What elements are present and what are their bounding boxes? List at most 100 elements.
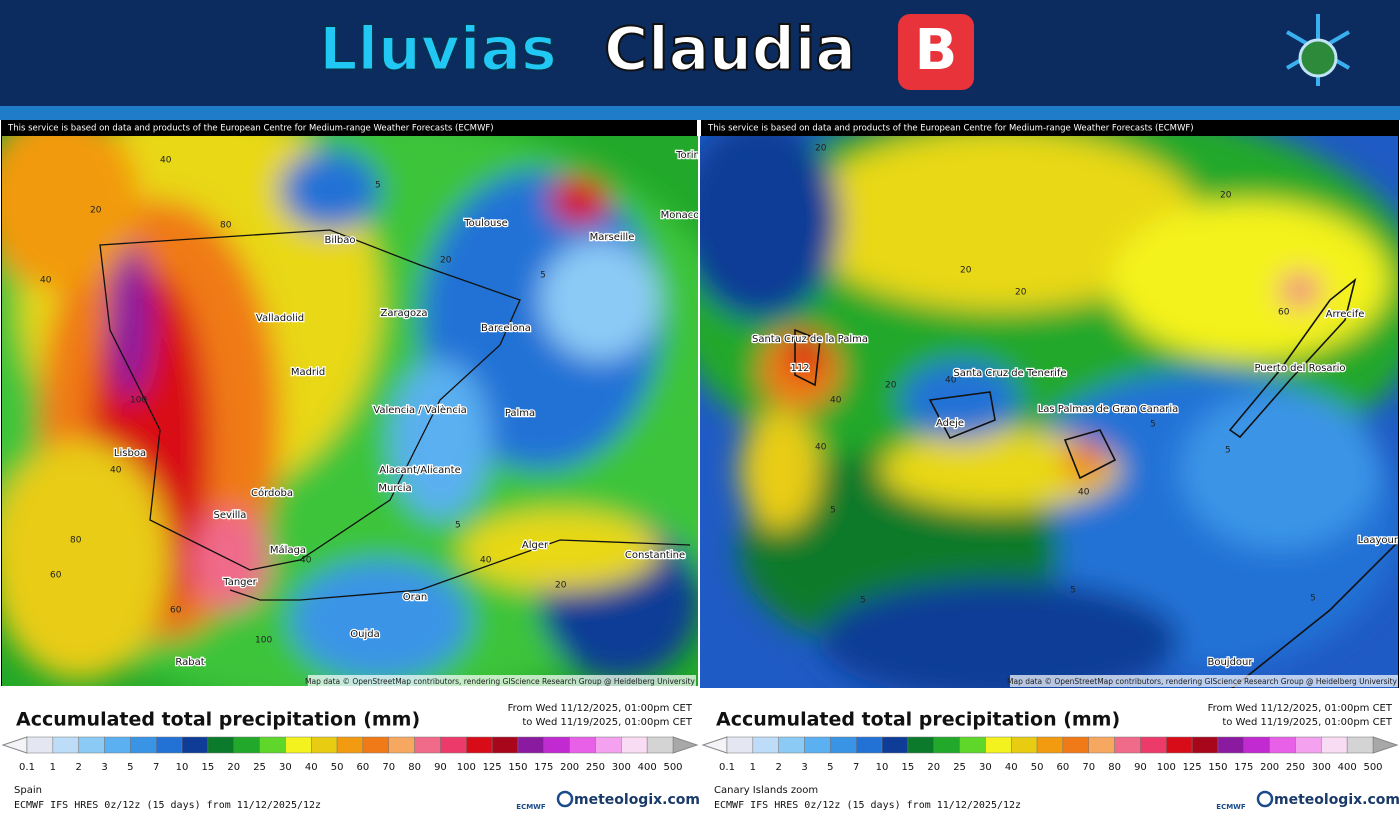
scale-swatch [726, 736, 754, 754]
scale-swatch [491, 736, 519, 754]
scale-swatch [155, 736, 183, 754]
scale-swatch [595, 736, 622, 754]
precip-area [820, 580, 1180, 688]
contour-label: 5 [540, 271, 546, 281]
scale-tick-label: 1 [50, 762, 56, 773]
scale-tick-label: 50 [331, 762, 344, 773]
place-label: Barcelona [481, 323, 531, 334]
place-label: Adeje [936, 418, 964, 429]
contour-label: 40 [1078, 488, 1090, 498]
place-label: Arrecife [1326, 309, 1365, 320]
scale-swatch [646, 736, 674, 754]
model-info: ECMWF IFS HRES 0z/12z (15 days) from 11/… [14, 800, 321, 811]
brand-icon [556, 790, 574, 808]
scale-tick-label: 80 [408, 762, 421, 773]
attribution: Map data © OpenStreetMap contributors, r… [305, 677, 696, 686]
contour-label: 20 [885, 381, 897, 391]
scale-swatch [362, 736, 390, 754]
attribution-bg [1010, 675, 1398, 687]
region: Canary Islands zoom [714, 785, 818, 796]
place-label: Valladolid [256, 313, 304, 324]
scale-swatch [830, 736, 857, 754]
scale-swatch [778, 736, 805, 754]
place-label: Córdoba [251, 487, 293, 499]
contour-label: 40 [110, 466, 122, 476]
coastline [794, 277, 1398, 688]
precip-area [740, 410, 820, 530]
scale-swatch [1217, 736, 1245, 754]
coastline [99, 229, 691, 601]
scale-tick-label: 40 [305, 762, 318, 773]
scale-swatch [621, 736, 648, 754]
scale-tick-label: 175 [1234, 762, 1253, 773]
precip-area [2, 440, 170, 680]
place-label: Constantine [625, 550, 685, 561]
scale-swatch [388, 736, 415, 754]
place-label: Santa Cruz de la Palma [752, 334, 868, 345]
scale-tick-label: 125 [483, 762, 502, 773]
scale-swatch [1191, 736, 1219, 754]
place-label: Murcia [378, 483, 411, 494]
precip-area [540, 240, 660, 360]
scale-tick-label: 10 [876, 762, 889, 773]
scale-tick-label: 500 [1363, 762, 1382, 773]
scale-tick-label: 7 [853, 762, 859, 773]
map-panel: 20 40 20 60 5 20 40 5 40 20 5 5 20 40 5 5 Santa Cruz de … [700, 120, 1400, 811]
scale-swatch [414, 736, 441, 754]
scale-tick-label: 0.1 [719, 762, 735, 773]
scale-arrow-right [1372, 736, 1399, 754]
scale-swatch [1346, 736, 1374, 754]
contour-label: 5 [860, 596, 866, 606]
scale-swatch [1114, 736, 1141, 754]
map-area: 40 20 40 80 100 40 5 5 20 60 80 40 5 100 20 40 60 Bilbao T… [2, 136, 700, 686]
precip-area [1110, 200, 1390, 360]
precip-field [700, 136, 1398, 688]
place-label: Bilbao [324, 235, 355, 246]
brand-icon [1256, 790, 1274, 808]
scale-swatch [569, 736, 596, 754]
scale-swatch [855, 736, 883, 754]
scale-tick-label: 5 [127, 762, 133, 773]
scale-swatch [543, 736, 570, 754]
place-label: Monaco [661, 210, 700, 221]
place-label: Rabat [175, 657, 204, 668]
contour-label: 20 [1015, 288, 1027, 298]
scale-swatch [881, 736, 909, 754]
contour-label: 20 [90, 206, 102, 216]
contour-label: 80 [220, 221, 232, 231]
scale-swatch [52, 736, 79, 754]
scale-swatch [907, 736, 934, 754]
contour-label: 5 [1070, 586, 1076, 596]
contour-label: 40 [300, 556, 312, 566]
scale-swatch [959, 736, 986, 754]
scale-swatch [310, 736, 338, 754]
place-label: Torin [675, 150, 700, 161]
scale-swatch [466, 736, 493, 754]
scale-swatch [1321, 736, 1348, 754]
place-label: Laayoune [1358, 535, 1400, 546]
place-label: Alacant/Alicante [379, 465, 460, 476]
scale-tick-label: 15 [202, 762, 215, 773]
place-label: Marseille [590, 232, 635, 243]
attribution-bg [308, 675, 696, 687]
ecmwf-logo: ECMWF [1216, 803, 1246, 811]
scale-arrow-right [672, 736, 699, 754]
scale-tick-label: 150 [508, 762, 527, 773]
scale-tick-label: 3 [801, 762, 807, 773]
scale-swatch [1036, 736, 1064, 754]
header-strip [0, 106, 1400, 120]
contour-label: 5 [375, 181, 381, 191]
scale-tick-label: 1 [750, 762, 756, 773]
precip-area [108, 240, 152, 400]
scale-swatch [1010, 736, 1038, 754]
scale-tick-label: 20 [927, 762, 940, 773]
scale-swatch [1295, 736, 1322, 754]
contour-label: 80 [70, 536, 82, 546]
scale-tick-label: 40 [1005, 762, 1018, 773]
scale-swatch [104, 736, 131, 754]
scale-swatch [26, 736, 54, 754]
precip-area [900, 360, 1020, 440]
scale-tick-label: 100 [1157, 762, 1176, 773]
place-label: Oujda [350, 629, 379, 640]
